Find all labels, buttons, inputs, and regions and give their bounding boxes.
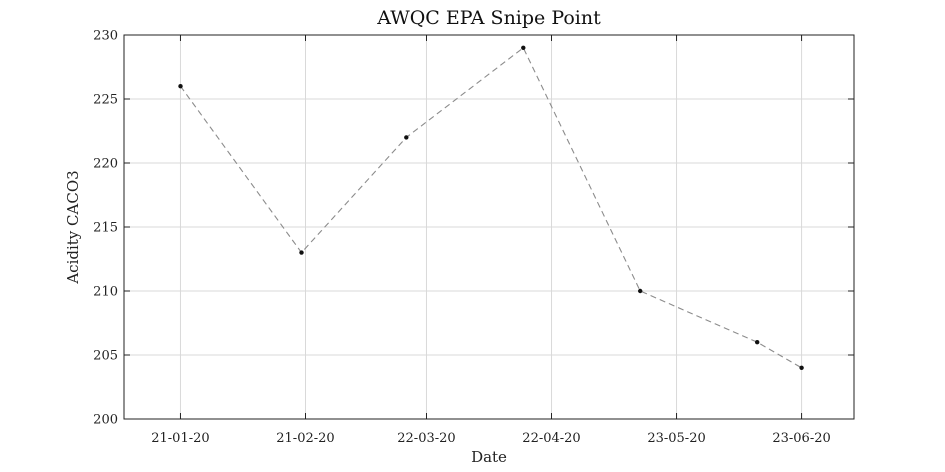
data-point [799, 365, 804, 370]
x-tick-label: 21-01-20 [151, 431, 209, 446]
x-tick-label: 23-06-20 [772, 431, 830, 446]
x-tick-label: 22-04-20 [522, 431, 580, 446]
data-point [638, 288, 643, 294]
grid-lines [124, 34, 854, 420]
x-tick-label: 23-05-20 [647, 431, 705, 446]
x-tick-label: 22-03-20 [397, 431, 455, 446]
y-tick-label: 210 [93, 285, 118, 300]
y-tick-label: 215 [93, 221, 118, 236]
x-tick-label: 21-02-20 [276, 431, 334, 446]
data-point [178, 84, 183, 89]
x-axis-label: Date [471, 448, 507, 466]
y-axis: 200 205 210 215 220 225 230 [93, 29, 854, 428]
series-acidity [178, 45, 804, 370]
y-axis-label: Acidity CACO3 [64, 170, 82, 284]
data-point [404, 135, 409, 140]
data-point [521, 45, 526, 50]
y-tick-label: 205 [93, 349, 118, 364]
y-tick-label: 200 [93, 413, 118, 428]
chart-title: AWQC EPA Snipe Point [376, 7, 601, 29]
data-point [299, 250, 304, 255]
y-tick-label: 230 [93, 29, 118, 44]
series-line [180, 46, 802, 369]
x-axis: 21-01-20 21-02-20 22-03-20 22-04-20 23-05-20… [151, 35, 831, 446]
y-tick-label: 220 [93, 157, 118, 172]
y-tick-label: 225 [93, 93, 118, 108]
data-point [755, 340, 760, 345]
